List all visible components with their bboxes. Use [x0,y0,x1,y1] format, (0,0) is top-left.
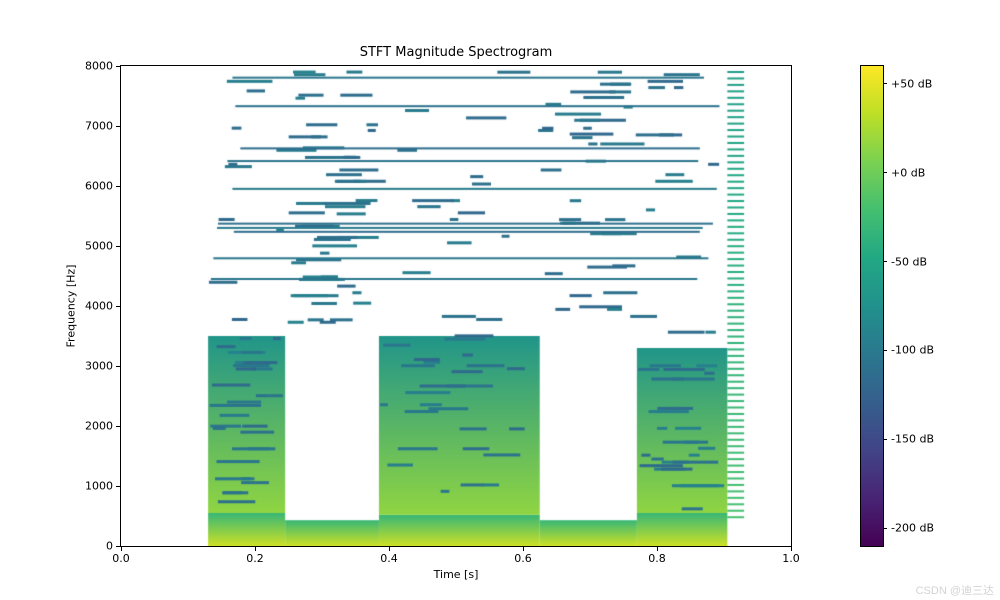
colorbar-ticklabel: -200 dB [891,522,934,535]
y-tick [116,66,120,67]
colorbar-tick [883,83,887,84]
y-tick [116,306,120,307]
x-ticklabel: 0.4 [380,552,398,565]
colorbar-ticklabel: -50 dB [891,255,927,268]
colorbar-tick [883,261,887,262]
x-ticklabel: 1.0 [782,552,800,565]
colorbar: -200 dB-150 dB-100 dB-50 dB+0 dB+50 dB [860,65,884,547]
colorbar-ticklabel: +0 dB [891,166,925,179]
y-ticklabel: 5000 [85,240,113,253]
y-ticklabel: 4000 [85,300,113,313]
x-tick [657,547,658,551]
x-ticklabel: 0.8 [648,552,666,565]
plot-title: STFT Magnitude Spectrogram [360,45,553,60]
y-tick [116,366,120,367]
x-tick [255,547,256,551]
y-axis-label: Frequency [Hz] [65,265,78,348]
y-ticklabel: 1000 [85,480,113,493]
colorbar-tick [883,439,887,440]
y-tick [116,126,120,127]
y-ticklabel: 7000 [85,120,113,133]
y-tick [116,246,120,247]
y-ticklabel: 2000 [85,420,113,433]
y-ticklabel: 8000 [85,60,113,73]
colorbar-tick [883,350,887,351]
spectrogram-plot: STFT Magnitude Spectrogram Time [s] Freq… [120,65,792,547]
y-tick [116,426,120,427]
y-ticklabel: 3000 [85,360,113,373]
x-tick [121,547,122,551]
figure: STFT Magnitude Spectrogram Time [s] Freq… [0,0,1000,600]
x-tick [523,547,524,551]
colorbar-ticklabel: +50 dB [891,77,932,90]
x-axis-label: Time [s] [434,568,479,581]
x-tick [791,547,792,551]
colorbar-tick [883,172,887,173]
y-ticklabel: 0 [106,540,113,553]
watermark: CSDN @迪三达 [916,582,994,598]
colorbar-tick [883,528,887,529]
x-ticklabel: 0.0 [112,552,130,565]
x-ticklabel: 0.6 [514,552,532,565]
x-ticklabel: 0.2 [246,552,264,565]
x-tick [389,547,390,551]
y-tick [116,486,120,487]
y-tick [116,546,120,547]
y-ticklabel: 6000 [85,180,113,193]
y-tick [116,186,120,187]
colorbar-ticklabel: -150 dB [891,433,934,446]
colorbar-ticklabel: -100 dB [891,344,934,357]
spectrogram-canvas [121,66,791,546]
